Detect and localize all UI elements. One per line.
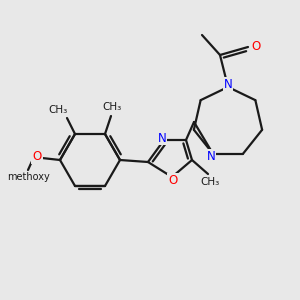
Text: O: O: [168, 173, 178, 187]
Text: CH₃: CH₃: [200, 177, 220, 187]
Text: N: N: [206, 150, 215, 163]
Text: methoxy: methoxy: [8, 172, 50, 182]
Text: CH₃: CH₃: [102, 102, 122, 112]
Text: O: O: [32, 151, 42, 164]
Text: CH₃: CH₃: [48, 105, 68, 115]
Text: N: N: [158, 131, 166, 145]
Text: O: O: [251, 40, 261, 53]
Text: N: N: [224, 77, 232, 91]
